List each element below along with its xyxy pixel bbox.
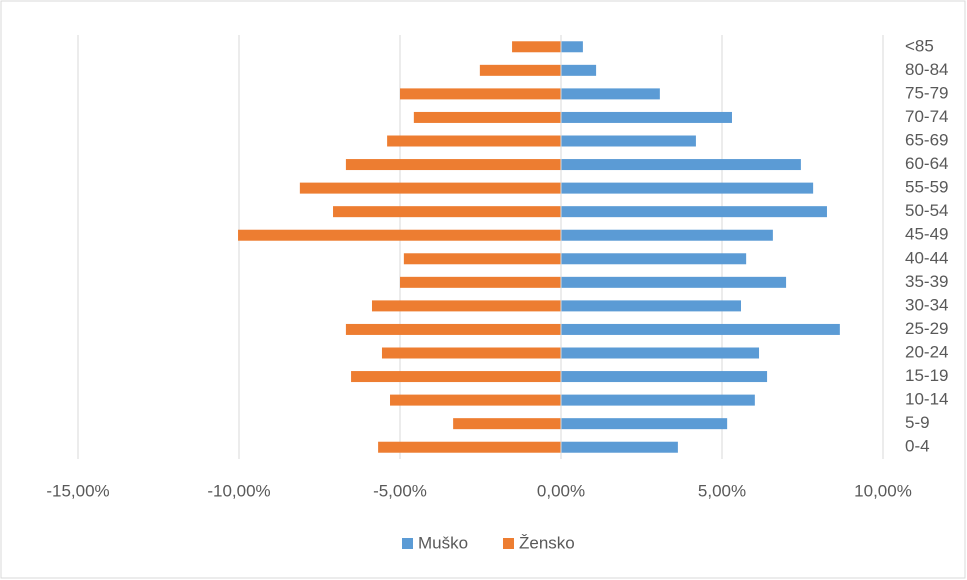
- bar: [351, 371, 561, 383]
- x-tick-label: 0,00%: [537, 481, 585, 500]
- bar: [381, 347, 561, 359]
- legend-swatch: [402, 538, 413, 549]
- bar: [561, 111, 732, 123]
- bar: [561, 41, 583, 53]
- x-tick-label: -10,00%: [207, 481, 270, 500]
- bar: [453, 418, 561, 430]
- category-label: <85: [905, 36, 934, 55]
- category-label: 10-14: [905, 390, 948, 409]
- bar: [333, 206, 561, 218]
- bar: [371, 300, 561, 312]
- bar: [378, 441, 561, 453]
- bar: [238, 229, 561, 241]
- bar: [561, 347, 760, 359]
- category-label: 75-79: [905, 83, 948, 102]
- category-label: 50-54: [905, 201, 948, 220]
- bar: [561, 418, 728, 430]
- bar: [403, 253, 561, 265]
- bar: [561, 394, 755, 406]
- x-tick-label: 10,00%: [854, 481, 912, 500]
- category-label: 70-74: [905, 107, 948, 126]
- category-label: 20-24: [905, 342, 948, 361]
- category-label: 45-49: [905, 225, 948, 244]
- x-tick-label: -5,00%: [373, 481, 427, 500]
- bar: [561, 371, 768, 383]
- bar: [561, 253, 747, 265]
- category-label: 15-19: [905, 366, 948, 385]
- bar: [561, 323, 840, 335]
- bar: [387, 135, 561, 147]
- bar: [561, 159, 801, 171]
- bar: [561, 64, 597, 76]
- category-label: 40-44: [905, 248, 948, 267]
- category-label: 55-59: [905, 178, 948, 197]
- category-label: 65-69: [905, 130, 948, 149]
- category-label: 80-84: [905, 60, 948, 79]
- category-label: 60-64: [905, 154, 948, 173]
- bar: [345, 323, 561, 335]
- bar: [400, 88, 561, 100]
- bar: [561, 206, 827, 218]
- bar: [479, 64, 561, 76]
- bar: [561, 135, 696, 147]
- bar: [390, 394, 561, 406]
- category-label: 0-4: [905, 437, 930, 456]
- category-label: 35-39: [905, 272, 948, 291]
- bar: [400, 276, 561, 288]
- bar: [512, 41, 561, 53]
- bar: [561, 229, 773, 241]
- legend-label: Žensko: [519, 533, 575, 552]
- category-label: 5-9: [905, 413, 930, 432]
- legend-swatch: [503, 538, 514, 549]
- bar: [413, 111, 561, 123]
- category-label: 25-29: [905, 319, 948, 338]
- x-tick-label: -15,00%: [46, 481, 109, 500]
- legend-label: Muško: [418, 533, 468, 552]
- bar: [561, 182, 814, 194]
- bar: [561, 276, 787, 288]
- x-tick-label: 5,00%: [698, 481, 746, 500]
- bar: [345, 159, 561, 171]
- bar: [561, 300, 741, 312]
- bar: [299, 182, 561, 194]
- bar: [561, 88, 660, 100]
- bar: [561, 441, 678, 453]
- category-label: 30-34: [905, 295, 948, 314]
